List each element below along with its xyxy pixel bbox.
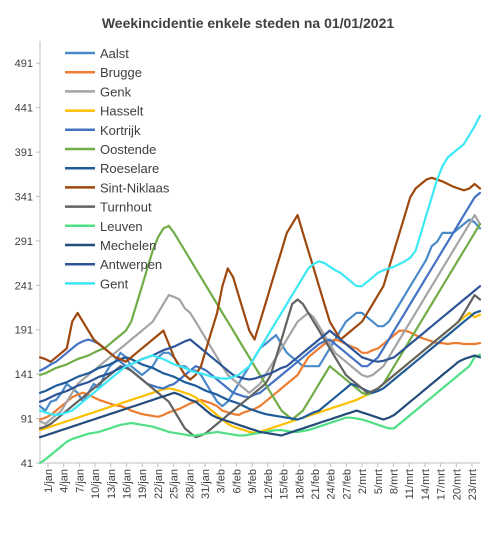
legend-label-gent: Gent bbox=[100, 276, 129, 291]
x-tick-label: 3/feb bbox=[216, 469, 228, 493]
x-tick-label: 25/jan bbox=[169, 469, 181, 499]
x-tick-label: 11/mrt bbox=[404, 469, 416, 499]
series-line-genk bbox=[38, 214, 482, 425]
legend-label-sint-niklaas: Sint-Niklaas bbox=[100, 180, 170, 195]
y-tick-label: 41 bbox=[21, 458, 33, 470]
legend: Aalst Brugge Genk Hasselt Kortrijk Oostende Ro… bbox=[65, 46, 170, 291]
x-tick-label: 23/mrt bbox=[467, 469, 479, 500]
x-tick-label: 9/feb bbox=[247, 469, 259, 493]
x-tick-label: 17/mrt bbox=[436, 469, 448, 500]
legend-label-turnhout: Turnhout bbox=[100, 200, 152, 215]
legend-label-leuven: Leuven bbox=[100, 219, 143, 234]
x-tick-label: 2/mrt bbox=[357, 469, 369, 494]
x-tick-label: 4/jan bbox=[59, 469, 71, 493]
x-tick-label: 15/feb bbox=[279, 469, 291, 500]
y-tick-label: 241 bbox=[15, 280, 33, 292]
x-tick-label: 1/jan bbox=[43, 469, 55, 493]
x-tick-label: 10/jan bbox=[90, 469, 102, 499]
legend-label-kortrijk: Kortrijk bbox=[100, 123, 141, 138]
legend-label-hasselt: Hasselt bbox=[100, 104, 144, 119]
x-tick-label: 24/feb bbox=[326, 469, 338, 500]
legend-label-antwerpen: Antwerpen bbox=[100, 257, 162, 272]
series-line-gent bbox=[38, 114, 482, 417]
x-tick-label: 21/feb bbox=[310, 469, 322, 500]
x-tick-label: 13/jan bbox=[106, 469, 118, 499]
y-tick-label: 341 bbox=[15, 191, 33, 203]
x-tick-label: 27/feb bbox=[341, 469, 353, 500]
x-tick-label: 12/feb bbox=[263, 469, 275, 500]
x-tick-label: 14/mrt bbox=[420, 469, 432, 500]
legend-label-oostende: Oostende bbox=[100, 142, 156, 157]
x-tick-label: 19/jan bbox=[137, 469, 149, 499]
x-tick-label: 18/feb bbox=[294, 469, 306, 500]
x-tick-label: 20/mrt bbox=[451, 469, 463, 500]
y-tick-label: 441 bbox=[15, 103, 33, 115]
x-tick-label: 6/feb bbox=[231, 469, 243, 493]
legend-label-genk: Genk bbox=[100, 84, 132, 99]
series-line-sint-niklaas bbox=[38, 176, 482, 381]
y-tick-label: 491 bbox=[15, 58, 33, 70]
x-tick-label: 22/jan bbox=[153, 469, 165, 499]
legend-label-aalst: Aalst bbox=[100, 46, 129, 61]
series-line-oostende bbox=[38, 222, 482, 421]
series-line-brugge bbox=[38, 329, 482, 421]
x-tick-label: 16/jan bbox=[122, 469, 134, 499]
y-tick-label: 191 bbox=[15, 325, 33, 337]
y-tick-label: 391 bbox=[15, 147, 33, 159]
legend-label-brugge: Brugge bbox=[100, 65, 142, 80]
legend-label-mechelen: Mechelen bbox=[100, 238, 156, 253]
series-line-antwerpen bbox=[38, 285, 482, 403]
series-line-mechelen bbox=[38, 354, 482, 439]
y-tick-label: 291 bbox=[15, 236, 33, 248]
series-lines bbox=[38, 114, 482, 465]
y-axis: 41 91 141 191 241 291 341 391 441 491 bbox=[15, 41, 41, 470]
x-tick-label: 28/jan bbox=[184, 469, 196, 499]
series-line-roeselare bbox=[38, 310, 482, 421]
x-tick-label: 8/mrt bbox=[388, 469, 400, 494]
chart-title: Weekincidentie enkele steden na 01/01/20… bbox=[102, 15, 395, 31]
x-tick-label: 31/jan bbox=[200, 469, 212, 499]
x-tick-label: 7/jan bbox=[74, 469, 86, 493]
legend-label-roeselare: Roeselare bbox=[100, 161, 159, 176]
x-axis: 1/jan 4/jan 7/jan 10/jan 13/jan 16/jan 19/jan 2… bbox=[40, 462, 480, 500]
y-tick-label: 141 bbox=[15, 369, 33, 381]
y-tick-label: 91 bbox=[21, 414, 33, 426]
x-tick-label: 5/mrt bbox=[373, 469, 385, 494]
